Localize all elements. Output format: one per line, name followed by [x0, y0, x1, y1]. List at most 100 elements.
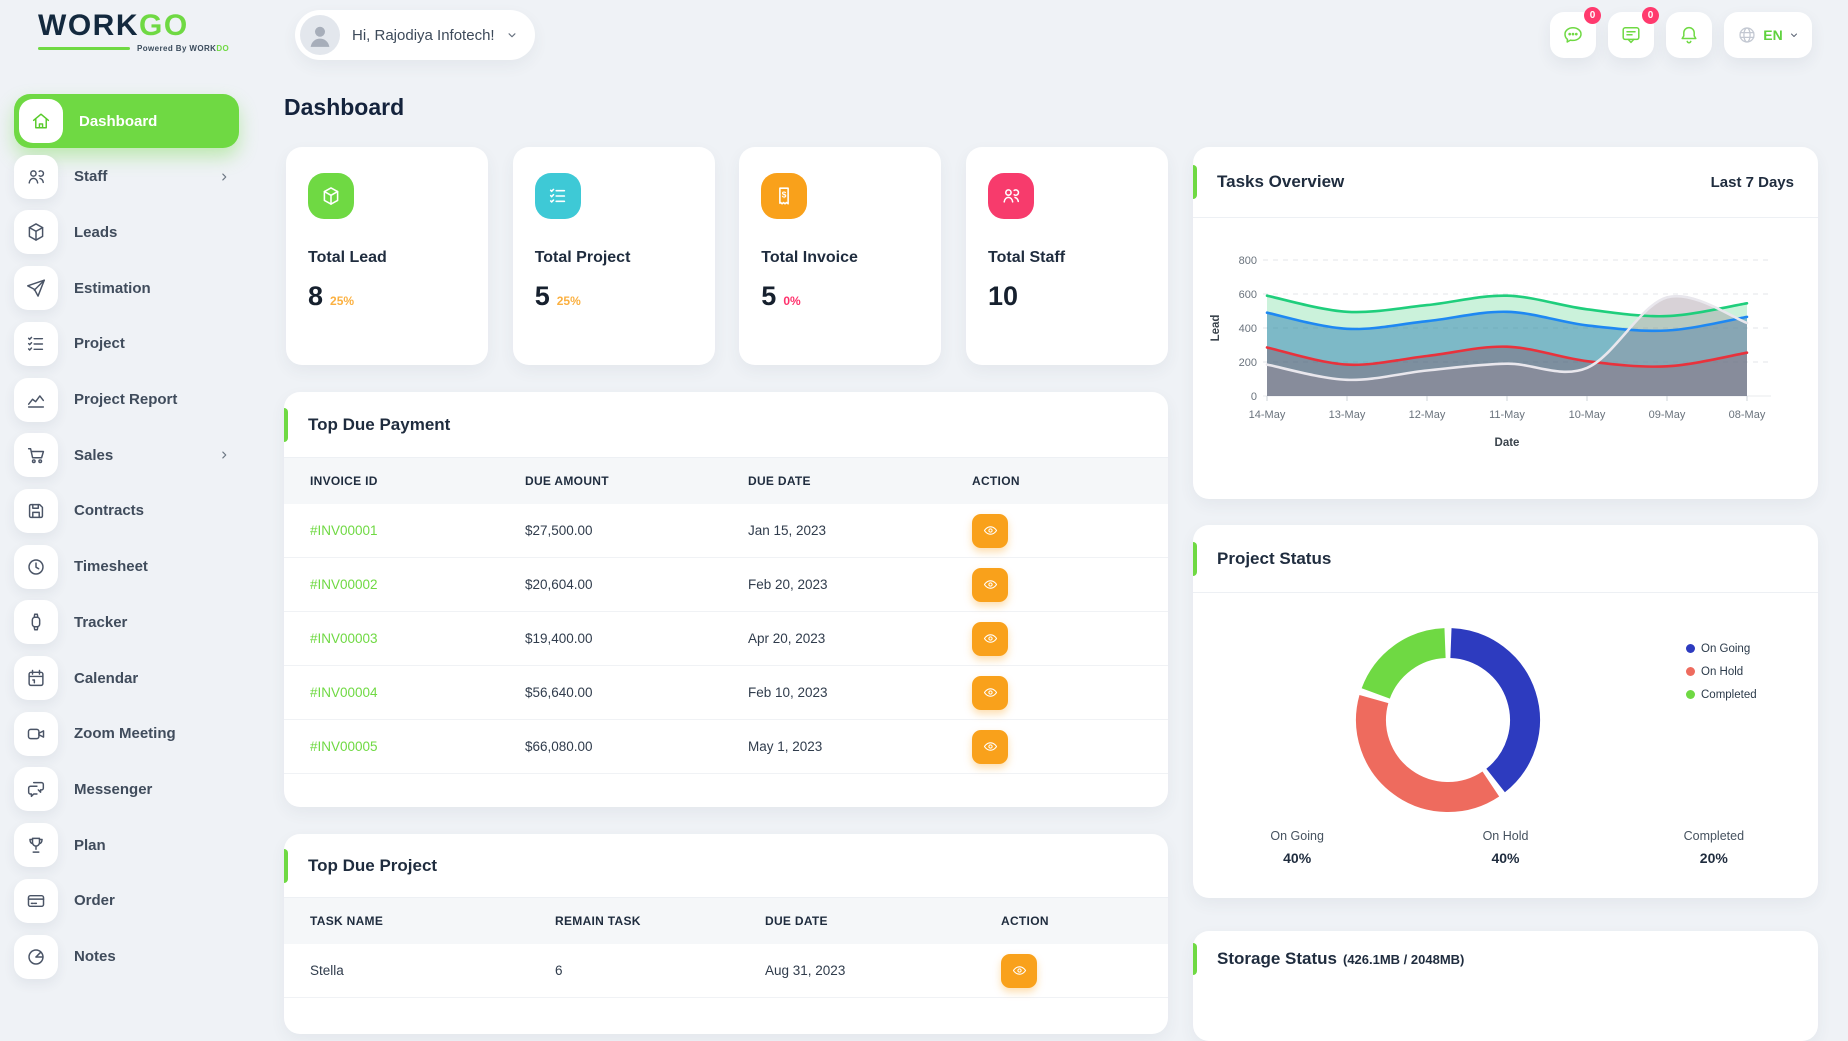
chevron-right-icon: [217, 170, 231, 184]
sidebar-item-label: Notes: [74, 948, 116, 965]
view-button[interactable]: [972, 675, 1008, 710]
sidebar-item-timesheet[interactable]: Timesheet: [14, 544, 239, 589]
svg-text:09-May: 09-May: [1649, 409, 1686, 421]
stat-value: 5: [534, 281, 550, 311]
sidebar-item-label: Contracts: [74, 502, 145, 520]
sidebar-item-label: Plan: [74, 836, 106, 854]
table-row: #INV00003 $19,400.00 Apr 20, 2023: [284, 612, 1168, 666]
legend-label: Completed: [1701, 688, 1757, 701]
sidebar-item-label: Project: [74, 335, 125, 353]
svg-text:13-May: 13-May: [1329, 409, 1366, 421]
stat-percent: 25%: [556, 294, 581, 308]
svg-text:600: 600: [1239, 289, 1257, 301]
sidebar-item-staff[interactable]: Staff: [14, 154, 239, 199]
sidebar-item-notes[interactable]: Notes: [14, 934, 239, 979]
notification-badge: 0: [1642, 7, 1659, 24]
payment-table-header: INVOICE ID DUE AMOUNT DUE DATE ACTION: [284, 458, 1168, 504]
trophy-icon: [14, 823, 58, 868]
legend-item[interactable]: On Hold: [1686, 660, 1757, 683]
column-header: DUE AMOUNT: [525, 474, 609, 488]
sidebar-item-label: Sales: [74, 446, 114, 464]
sidebar-item-sales[interactable]: Sales: [14, 433, 239, 478]
sidebar-item-leads[interactable]: Leads: [14, 210, 239, 255]
user-menu[interactable]: Hi, Rajodiya Infotech!: [295, 10, 535, 60]
invoice-link[interactable]: #INV00001: [310, 523, 378, 538]
column-header: DUE DATE: [765, 914, 828, 928]
card-accent: [1193, 943, 1197, 975]
view-button[interactable]: [1001, 953, 1037, 988]
eye-icon: [982, 630, 999, 647]
sidebar-item-project-report[interactable]: Project Report: [14, 377, 239, 422]
due-date: May 1, 2023: [748, 739, 823, 754]
language-selector[interactable]: EN: [1724, 12, 1812, 58]
sidebar-item-messenger[interactable]: Messenger: [14, 767, 239, 812]
view-button[interactable]: [972, 621, 1008, 656]
invoice-link[interactable]: #INV00005: [310, 739, 378, 754]
invoice-link[interactable]: #INV00002: [310, 577, 378, 592]
chat-round-button[interactable]: 0: [1550, 7, 1601, 58]
view-button[interactable]: [972, 513, 1008, 548]
cube-icon: [308, 173, 354, 219]
stat-label: Total Project: [534, 249, 631, 266]
due-date: Jan 15, 2023: [748, 523, 827, 538]
watch-icon: [14, 600, 58, 645]
sidebar-item-label: Order: [74, 892, 115, 910]
sidebar-item-contracts[interactable]: Contracts: [14, 488, 239, 533]
svg-text:Lead: Lead: [1210, 315, 1222, 342]
chevron-right-icon: [217, 448, 231, 462]
sidebar-item-label: Calendar: [74, 669, 139, 687]
card-accent: [284, 849, 288, 883]
stat-card-total-invoice: $ Total Invoice 5 0%: [739, 147, 942, 365]
storage-status-title: Storage Status: [1217, 949, 1337, 968]
sidebar-item-label: Tracker: [74, 613, 128, 631]
eye-icon: [982, 576, 999, 593]
legend-item[interactable]: On Going: [1686, 637, 1757, 660]
invoice-icon: $: [761, 173, 808, 219]
legend-item[interactable]: Completed: [1686, 683, 1757, 706]
stat-card-total-staff: Total Staff 10: [966, 147, 1168, 365]
legend-label: On Going: [1701, 642, 1751, 655]
chart-icon: [14, 377, 58, 422]
svg-text:0: 0: [1251, 391, 1257, 403]
top-due-payment-card: Top Due Payment INVOICE ID DUE AMOUNT DUE …: [284, 392, 1168, 807]
stat-value: 8: [308, 281, 324, 311]
storage-status-detail: (426.1MB / 2048MB): [1342, 952, 1465, 967]
sidebar-item-calendar[interactable]: Calendar: [14, 656, 239, 700]
sidebar-item-tracker[interactable]: Tracker: [14, 600, 239, 645]
svg-text:08-May: 08-May: [1729, 409, 1766, 421]
top-due-project-card: Top Due Project TASK NAME REMAIN TASK DUE …: [284, 834, 1168, 1034]
svg-text:400: 400: [1239, 323, 1257, 335]
stat-label: Total Staff: [988, 249, 1066, 266]
table-row: Stella 6 Aug 31, 2023: [284, 944, 1168, 998]
eye-icon: [982, 738, 999, 755]
chat-square-icon: [1619, 23, 1643, 47]
logo-underline: [38, 47, 130, 50]
payment-table-body: #INV00001 $27,500.00 Jan 15, 2023 #INV00…: [284, 504, 1168, 774]
sidebar-item-dashboard[interactable]: Dashboard: [14, 94, 239, 148]
due-amount: $66,080.00: [525, 739, 593, 754]
view-button[interactable]: [972, 567, 1008, 602]
sidebar-item-order[interactable]: Order: [14, 878, 239, 923]
cube-icon: [14, 210, 58, 255]
tasks-overview-range: Last 7 Days: [1710, 173, 1794, 191]
due-date: Feb 10, 2023: [748, 685, 828, 700]
sidebar-item-project[interactable]: Project: [14, 321, 239, 366]
column-header: TASK NAME: [310, 914, 384, 928]
chat-square-button[interactable]: 0: [1608, 7, 1659, 58]
legend-dot: [1686, 644, 1695, 653]
eye-icon: [982, 684, 999, 701]
view-button[interactable]: [972, 729, 1008, 764]
sidebar-item-plan[interactable]: Plan: [14, 823, 239, 868]
sidebar-item-zoom-meeting[interactable]: Zoom Meeting: [14, 711, 239, 756]
bell-button[interactable]: [1666, 12, 1712, 58]
video-icon: [14, 711, 58, 756]
invoice-link[interactable]: #INV00004: [310, 685, 378, 700]
svg-text:12-May: 12-May: [1409, 409, 1446, 421]
top-due-payment-title: Top Due Payment: [308, 414, 451, 434]
sidebar-item-estimation[interactable]: Estimation: [14, 266, 239, 311]
column-header: DUE DATE: [748, 474, 811, 488]
invoice-link[interactable]: #INV00003: [310, 631, 378, 646]
legend-dot: [1686, 667, 1695, 676]
workgo-logo: WORKGO Powered By WORKDO: [38, 10, 238, 53]
top-due-project-title: Top Due Project: [308, 855, 438, 875]
